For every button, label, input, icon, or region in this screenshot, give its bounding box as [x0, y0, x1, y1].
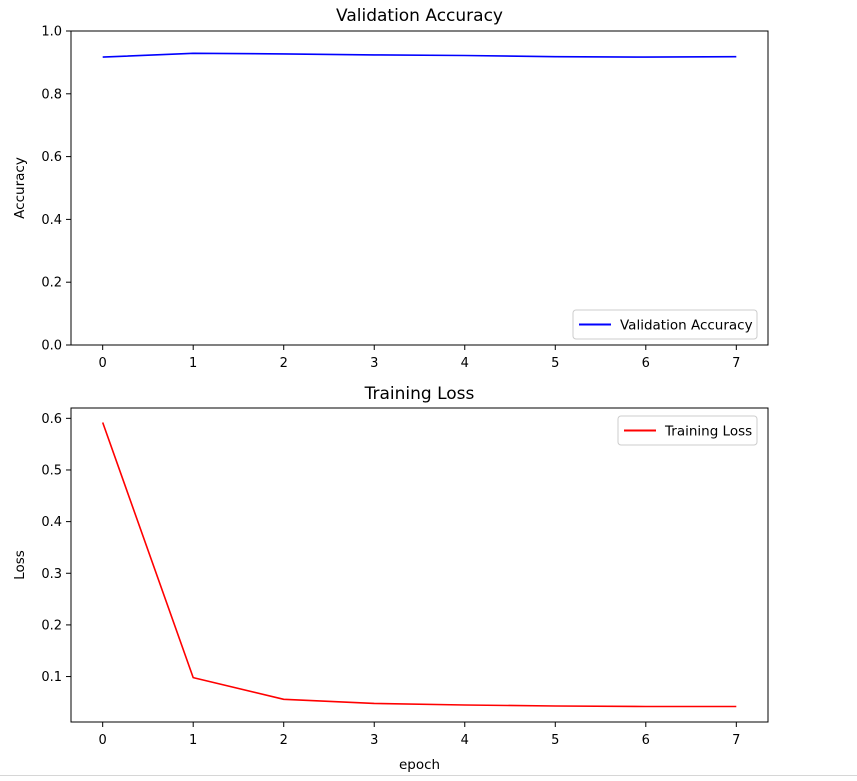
plot-frame	[70, 30, 769, 346]
legend: Validation Accuracy	[572, 309, 758, 340]
chart-title: Validation Accuracy	[336, 6, 503, 26]
x-tick-label: 0	[99, 356, 107, 371]
y-tick-label: 1.0	[41, 25, 62, 40]
y-tick-label: 0.6	[41, 150, 62, 165]
loss-chart: Training Loss Loss epoch 0 1 2 3 4 5 6 7 0.1 0.2 0.3 0…	[12, 384, 769, 773]
series-line	[102, 52, 737, 58]
y-tick-label: 0.2	[41, 618, 62, 633]
y-tick-label: 0.6	[41, 412, 62, 427]
bottom-divider	[0, 775, 857, 776]
y-tick-label: 0.5	[41, 463, 62, 478]
legend-box	[572, 309, 758, 340]
chart-title: Training Loss	[364, 384, 475, 404]
y-tick-label: 0.0	[41, 339, 62, 354]
x-tick-label: 0	[99, 733, 107, 748]
y-axis-label: Accuracy	[12, 157, 28, 219]
y-axis-label: Loss	[12, 550, 28, 580]
x-tick-label: 2	[280, 733, 288, 748]
x-axis-label: epoch	[399, 757, 440, 773]
y-tick-label: 0.4	[41, 213, 62, 228]
x-tick-label: 7	[732, 733, 740, 748]
legend: Training Loss	[617, 415, 758, 446]
y-tick-label: 0.2	[41, 276, 62, 291]
x-tick-label: 1	[189, 356, 197, 371]
legend-label: Validation Accuracy	[620, 318, 753, 334]
x-tick-label: 4	[461, 356, 469, 371]
legend-label: Training Loss	[664, 424, 752, 440]
x-tick-label: 7	[732, 356, 740, 371]
x-tick-label: 1	[189, 733, 197, 748]
y-tick-label: 0.3	[41, 567, 62, 582]
y-tick-label: 0.1	[41, 670, 62, 685]
x-tick-label: 3	[370, 733, 378, 748]
x-tick-label: 2	[280, 356, 288, 371]
plot-frame	[70, 407, 769, 723]
y-tick-label: 0.4	[41, 515, 62, 530]
legend-box	[617, 415, 758, 446]
x-tick-label: 4	[461, 733, 469, 748]
x-tick-label: 5	[551, 733, 559, 748]
x-tick-label: 5	[551, 356, 559, 371]
x-tick-label: 6	[642, 733, 650, 748]
series-line	[101, 422, 737, 708]
y-tick-label: 0.8	[41, 87, 62, 102]
x-tick-label: 3	[370, 356, 378, 371]
accuracy-chart: Validation Accuracy Accuracy 0 1 2 3 4 5 6 7 0.0 0.…	[12, 6, 769, 371]
x-tick-label: 6	[642, 356, 650, 371]
